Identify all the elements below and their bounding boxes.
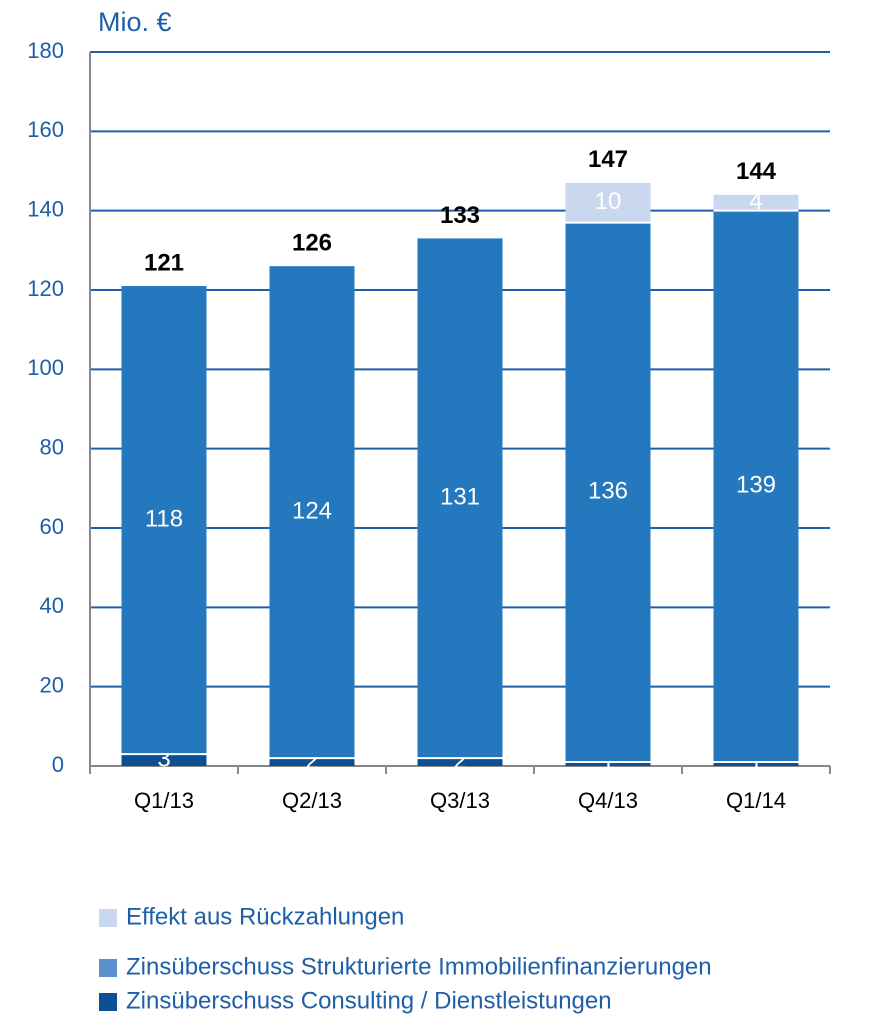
y-tick-label: 20: [40, 672, 64, 697]
segment-label: 124: [292, 497, 332, 524]
total-label: 133: [440, 202, 480, 229]
y-tick-label: 160: [27, 117, 64, 142]
bar-segment: [565, 762, 651, 766]
legend-swatch: [99, 959, 117, 977]
segment-label: 139: [736, 472, 776, 499]
total-label: 144: [736, 158, 777, 185]
bar-segment: [565, 182, 651, 223]
legend-label: Zinsüberschuss Consulting / Dienstleistu…: [126, 987, 612, 1014]
y-tick-label: 60: [40, 514, 64, 539]
total-label: 147: [588, 146, 628, 173]
x-tick-label: Q4/13: [578, 788, 638, 813]
y-tick-label: 80: [40, 434, 64, 459]
unit-label: Mio. €: [98, 7, 172, 37]
bar-segment: [565, 222, 651, 763]
bar-segment: [269, 266, 355, 759]
bar-segment: [121, 286, 207, 755]
segment-label: 131: [440, 484, 480, 511]
x-tick-label: Q1/13: [134, 788, 194, 813]
segment-label: 4: [749, 188, 762, 215]
bar-segment: [713, 762, 799, 766]
segment-label: 118: [145, 505, 183, 532]
y-tick-label: 140: [27, 196, 64, 221]
x-tick-label: Q3/13: [430, 788, 490, 813]
y-tick-label: 40: [40, 593, 64, 618]
y-tick-label: 0: [52, 752, 64, 777]
bar-segment: [713, 194, 799, 211]
total-label: 126: [292, 230, 332, 257]
y-tick-label: 180: [27, 38, 64, 63]
bar-segment: [121, 754, 207, 766]
bar-segment: [713, 210, 799, 763]
bar-segment: [417, 238, 503, 759]
x-tick-label: Q2/13: [282, 788, 342, 813]
legend-swatch: [99, 993, 117, 1011]
legend-swatch: [99, 909, 117, 927]
y-tick-label: 100: [27, 355, 64, 380]
segment-label: 136: [588, 478, 628, 505]
x-tick-label: Q1/14: [726, 788, 786, 813]
bar-segment: [417, 758, 503, 766]
legend-label: Effekt aus Rückzahlungen: [126, 903, 404, 930]
bar-segment: [269, 758, 355, 766]
total-label: 121: [144, 249, 184, 276]
legend-label: Zinsüberschuss Strukturierte Immobilienf…: [126, 953, 712, 980]
segment-label: 10: [595, 188, 622, 215]
y-tick-label: 120: [27, 276, 64, 301]
